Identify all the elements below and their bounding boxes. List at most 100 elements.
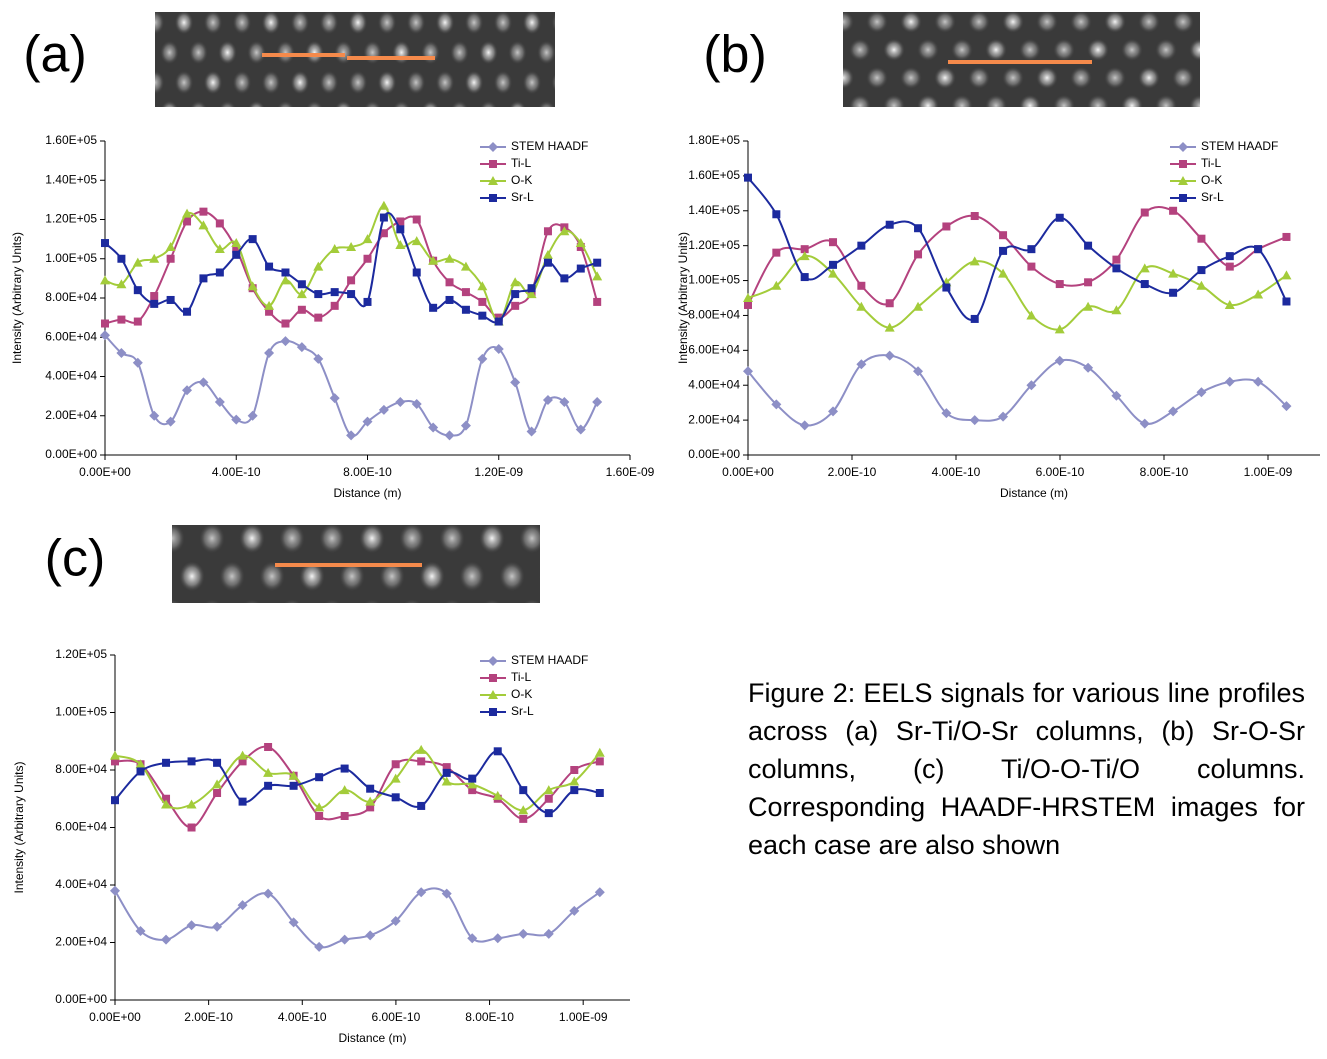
x-tick-label: 0.00E+00 — [89, 1010, 141, 1024]
marker — [461, 288, 470, 297]
y-tick-label: 4.00E+04 — [55, 877, 107, 891]
marker — [412, 268, 421, 277]
y-tick-label: 1.60E+05 — [688, 168, 740, 182]
marker — [461, 305, 470, 314]
y-tick-label: 4.00E+04 — [688, 377, 740, 391]
marker — [527, 284, 536, 293]
atom-column — [1035, 12, 1059, 34]
atom-column — [218, 560, 246, 593]
atom-column — [218, 99, 237, 107]
marker — [183, 217, 192, 226]
marker — [998, 411, 1009, 422]
marker — [1054, 324, 1065, 334]
marker — [1253, 376, 1264, 387]
marker — [914, 250, 923, 259]
marker — [542, 395, 553, 406]
legend-marker — [1178, 176, 1188, 185]
atom-column — [566, 100, 586, 125]
atom-column — [319, 69, 339, 96]
atom-column — [522, 12, 542, 36]
atom-column — [507, 39, 528, 66]
legend-label: O-K — [511, 687, 532, 701]
marker — [828, 406, 839, 417]
marker — [593, 297, 602, 306]
y-axis-title: Intensity (Arbitrary Units) — [12, 761, 26, 893]
marker — [395, 240, 406, 250]
marker — [213, 758, 222, 767]
x-tick-label: 6.00E-10 — [1036, 465, 1085, 479]
legend-marker — [489, 194, 497, 202]
atom-column — [298, 560, 326, 593]
marker — [346, 241, 357, 251]
atom-column — [1154, 38, 1178, 62]
marker — [595, 757, 604, 766]
marker — [941, 408, 952, 419]
marker — [132, 357, 143, 368]
series-line — [104, 334, 599, 438]
marker — [263, 767, 274, 777]
marker — [149, 253, 160, 263]
x-tick-label: 8.00E-10 — [343, 465, 392, 479]
marker — [1055, 280, 1064, 289]
series-line — [114, 887, 601, 949]
marker — [288, 770, 299, 780]
marker — [829, 238, 838, 247]
atom-column — [402, 598, 422, 603]
y-axis-title: Intensity (Arbitrary Units) — [10, 232, 24, 364]
marker — [365, 796, 376, 806]
marker — [288, 917, 299, 928]
marker — [468, 786, 477, 795]
atom-column — [348, 12, 368, 36]
atom-column — [202, 598, 222, 603]
marker — [411, 236, 422, 246]
atom-column — [275, 39, 296, 66]
legend-label: STEM HAADF — [511, 653, 588, 667]
y-tick-label: 1.40E+05 — [45, 172, 97, 186]
marker — [743, 366, 753, 377]
stem-image — [155, 12, 586, 125]
marker — [1055, 213, 1064, 222]
marker — [411, 398, 422, 409]
marker — [828, 268, 839, 278]
marker — [569, 905, 580, 916]
marker — [265, 307, 274, 316]
marker — [135, 926, 146, 936]
marker — [111, 757, 119, 766]
marker — [799, 251, 810, 261]
marker — [970, 314, 979, 323]
atom-column — [242, 598, 262, 603]
marker — [1140, 208, 1149, 217]
atom-column — [933, 122, 956, 146]
marker — [247, 281, 258, 291]
atom-column — [421, 99, 440, 107]
marker — [543, 928, 554, 939]
series-line — [104, 204, 599, 323]
atom-column — [865, 66, 889, 90]
legend-marker — [1178, 142, 1188, 152]
y-tick-label: 2.00E+04 — [55, 935, 107, 949]
y-tick-label: 1.60E+05 — [45, 133, 97, 147]
marker — [314, 290, 323, 299]
marker — [998, 268, 1009, 278]
atom-column — [1069, 66, 1093, 90]
atom-column — [449, 39, 470, 66]
atom-column — [203, 69, 223, 96]
marker — [161, 799, 172, 809]
atom-column — [358, 525, 386, 555]
marker — [117, 315, 126, 324]
marker — [885, 220, 894, 229]
atom-column — [232, 69, 252, 96]
atom-column — [159, 39, 180, 66]
marker — [442, 768, 451, 777]
marker — [330, 301, 339, 310]
atom-column — [482, 598, 502, 603]
marker — [248, 235, 257, 244]
atom-column — [522, 598, 540, 603]
atom-column — [984, 94, 1008, 107]
atom-column — [189, 99, 208, 107]
marker — [166, 254, 175, 263]
atom-column — [1001, 122, 1024, 146]
marker — [315, 773, 324, 782]
marker — [772, 210, 781, 219]
